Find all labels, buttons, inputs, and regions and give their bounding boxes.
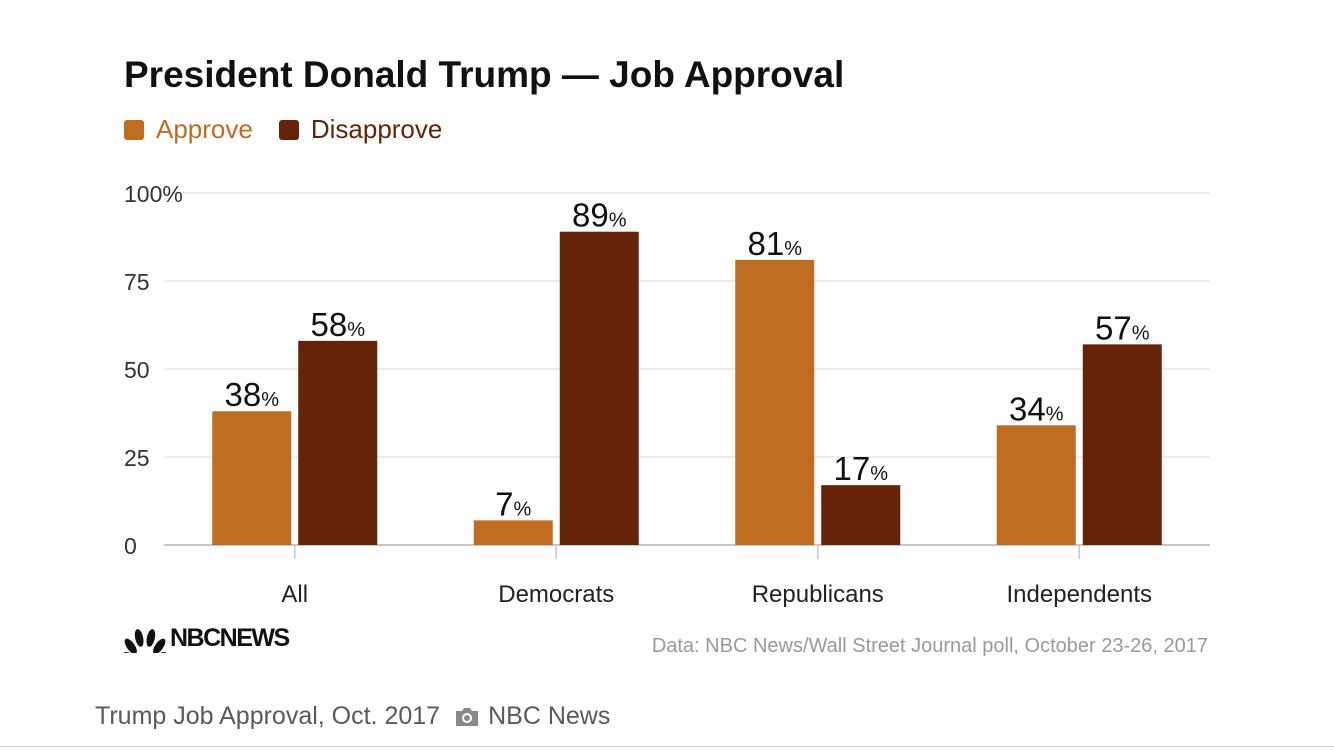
data-label: 34% — [1009, 390, 1064, 427]
legend-swatch-approve — [124, 119, 144, 140]
bar-approve-all — [212, 411, 292, 545]
y-tick-label: 75 — [124, 269, 150, 295]
bar-disapprove-republicans — [821, 485, 901, 545]
y-tick-label: 100% — [124, 181, 183, 207]
data-label: 58% — [310, 306, 365, 343]
x-tick-label: Republicans — [752, 581, 884, 608]
peacock-icon — [124, 628, 166, 653]
bottom-divider — [0, 746, 1334, 747]
legend-swatch-disapprove — [278, 119, 299, 140]
legend: Approve Disapprove — [124, 114, 468, 145]
data-label: 17% — [833, 450, 888, 487]
x-tick-label: Independents — [1007, 581, 1152, 608]
legend-label-disapprove: Disapprove — [310, 114, 443, 144]
nbc-news-wordmark: NBCNEWS — [170, 624, 290, 652]
caption-title: Trump Job Approval, Oct. 2017 — [95, 702, 441, 730]
data-label: 7% — [495, 485, 531, 522]
x-tick-label: All — [281, 581, 308, 608]
legend-label-approve: Approve — [156, 114, 253, 144]
nbc-news-logo: NBCNEWS — [124, 624, 290, 653]
source-note: Data: NBC News/Wall Street Journal poll,… — [651, 635, 1208, 657]
data-label: 38% — [224, 376, 279, 413]
bar-disapprove-independents — [1082, 344, 1162, 545]
legend-item-disapprove: Disapprove — [278, 114, 443, 145]
chart-title: President Donald Trump — Job Approval — [124, 54, 845, 95]
camera-icon — [454, 706, 480, 728]
data-label: 81% — [747, 225, 802, 262]
legend-item-approve: Approve — [124, 114, 253, 145]
y-tick-label: 0 — [124, 533, 137, 559]
y-tick-label: 25 — [124, 445, 150, 471]
y-tick-label: 50 — [124, 357, 150, 383]
data-label: 89% — [572, 197, 627, 234]
bar-approve-democrats — [473, 520, 553, 545]
caption: Trump Job Approval, Oct. 2017 NBC News — [95, 702, 610, 731]
x-tick-label: Democrats — [498, 581, 614, 608]
bar-disapprove-democrats — [559, 231, 639, 545]
bar-approve-independents — [996, 425, 1076, 545]
bar-approve-republicans — [735, 259, 815, 545]
bar-chart: 0 25 50 75 100% All 38% 58% Democrats 7% 89% Republ… — [124, 181, 1210, 608]
caption-credit: NBC News — [488, 702, 611, 730]
data-label: 57% — [1095, 309, 1150, 346]
bar-disapprove-all — [298, 340, 378, 545]
